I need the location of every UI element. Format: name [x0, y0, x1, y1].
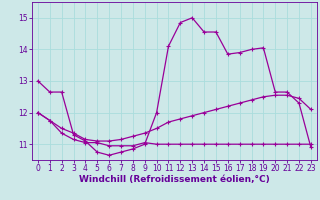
X-axis label: Windchill (Refroidissement éolien,°C): Windchill (Refroidissement éolien,°C) — [79, 175, 270, 184]
